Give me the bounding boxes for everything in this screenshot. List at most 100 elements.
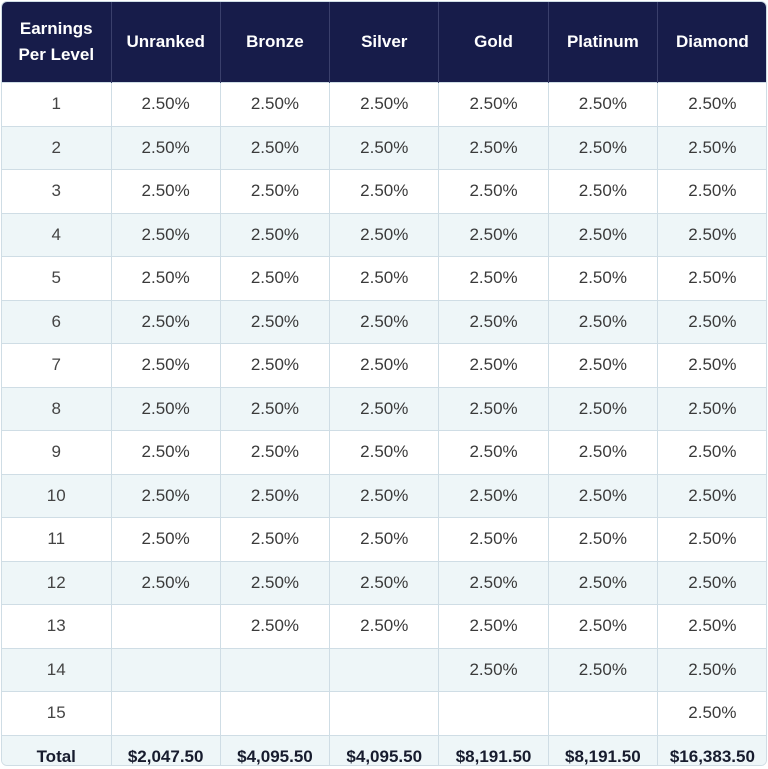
header-row: Earnings Per Level Unranked Bronze Silve…	[2, 2, 766, 83]
unranked-rate-cell: 2.50%	[111, 386, 221, 431]
header-gold: Gold	[438, 2, 549, 83]
bronze-rate-cell: 2.50%	[220, 560, 331, 605]
diamond-rate-cell: 2.50%	[657, 82, 766, 126]
unranked-rate-cell: 2.50%	[111, 517, 221, 561]
silver-rate-cell: 2.50%	[329, 604, 440, 648]
unranked-rate-cell	[111, 691, 221, 735]
table-row: 5 2.50% 2.50% 2.50% 2.50% 2.50% 2.50%	[2, 256, 766, 300]
platinum-rate-cell: 2.50%	[548, 560, 658, 605]
bronze-rate-cell: 2.50%	[220, 473, 331, 518]
table-row: 4 2.50% 2.50% 2.50% 2.50% 2.50% 2.50%	[2, 212, 766, 257]
diamond-rate-cell: 2.50%	[657, 517, 766, 561]
silver-rate-cell: 2.50%	[329, 343, 440, 387]
table-row: 6 2.50% 2.50% 2.50% 2.50% 2.50% 2.50%	[2, 299, 766, 344]
table-row: 11 2.50% 2.50% 2.50% 2.50% 2.50% 2.50%	[2, 517, 766, 561]
bronze-rate-cell: 2.50%	[220, 430, 331, 474]
unranked-rate-cell: 2.50%	[111, 212, 221, 257]
silver-rate-cell: 2.50%	[329, 386, 440, 431]
total-gold: $8,191.50	[438, 734, 549, 765]
header-earnings-per-level: Earnings Per Level	[2, 2, 112, 83]
bronze-rate-cell: 2.50%	[220, 517, 331, 561]
diamond-rate-cell: 2.50%	[657, 256, 766, 300]
gold-rate-cell	[438, 691, 549, 735]
silver-rate-cell: 2.50%	[329, 560, 440, 605]
level-cell: 14	[2, 647, 112, 692]
silver-rate-cell: 2.50%	[329, 169, 440, 213]
total-row: Total $2,047.50 $4,095.50 $4,095.50 $8,1…	[2, 734, 766, 765]
level-cell: 1	[2, 82, 112, 126]
header-platinum: Platinum	[548, 2, 658, 83]
diamond-rate-cell: 2.50%	[657, 386, 766, 431]
platinum-rate-cell: 2.50%	[548, 517, 658, 561]
gold-rate-cell: 2.50%	[438, 604, 549, 648]
unranked-rate-cell: 2.50%	[111, 430, 221, 474]
gold-rate-cell: 2.50%	[438, 560, 549, 605]
silver-rate-cell: 2.50%	[329, 212, 440, 257]
level-cell: 4	[2, 212, 112, 257]
bronze-rate-cell: 2.50%	[220, 604, 331, 648]
silver-rate-cell: 2.50%	[329, 82, 440, 126]
total-unranked: $2,047.50	[111, 734, 221, 765]
diamond-rate-cell: 2.50%	[657, 691, 766, 735]
table-row: 9 2.50% 2.50% 2.50% 2.50% 2.50% 2.50%	[2, 430, 766, 474]
gold-rate-cell: 2.50%	[438, 343, 549, 387]
header-bronze: Bronze	[220, 2, 331, 83]
unranked-rate-cell: 2.50%	[111, 299, 221, 344]
silver-rate-cell: 2.50%	[329, 430, 440, 474]
diamond-rate-cell: 2.50%	[657, 299, 766, 344]
platinum-rate-cell: 2.50%	[548, 473, 658, 518]
diamond-rate-cell: 2.50%	[657, 212, 766, 257]
platinum-rate-cell: 2.50%	[548, 647, 658, 692]
gold-rate-cell: 2.50%	[438, 169, 549, 213]
level-cell: 2	[2, 125, 112, 170]
table-row: 3 2.50% 2.50% 2.50% 2.50% 2.50% 2.50%	[2, 169, 766, 213]
diamond-rate-cell: 2.50%	[657, 604, 766, 648]
table-row: 14 2.50% 2.50% 2.50%	[2, 647, 766, 692]
total-silver: $4,095.50	[329, 734, 440, 765]
platinum-rate-cell: 2.50%	[548, 299, 658, 344]
bronze-rate-cell: 2.50%	[220, 256, 331, 300]
bronze-rate-cell: 2.50%	[220, 386, 331, 431]
platinum-rate-cell: 2.50%	[548, 125, 658, 170]
platinum-rate-cell: 2.50%	[548, 604, 658, 648]
unranked-rate-cell	[111, 647, 221, 692]
gold-rate-cell: 2.50%	[438, 473, 549, 518]
platinum-rate-cell: 2.50%	[548, 430, 658, 474]
table-row: 8 2.50% 2.50% 2.50% 2.50% 2.50% 2.50%	[2, 386, 766, 431]
gold-rate-cell: 2.50%	[438, 430, 549, 474]
bronze-rate-cell: 2.50%	[220, 343, 331, 387]
table-row: 7 2.50% 2.50% 2.50% 2.50% 2.50% 2.50%	[2, 343, 766, 387]
unranked-rate-cell: 2.50%	[111, 125, 221, 170]
gold-rate-cell: 2.50%	[438, 517, 549, 561]
unranked-rate-cell: 2.50%	[111, 560, 221, 605]
total-platinum: $8,191.50	[548, 734, 658, 765]
header-line-1: Earnings	[19, 19, 93, 38]
bronze-rate-cell	[220, 647, 331, 692]
table-row: 15 2.50%	[2, 691, 766, 735]
gold-rate-cell: 2.50%	[438, 647, 549, 692]
unranked-rate-cell: 2.50%	[111, 473, 221, 518]
level-cell: 8	[2, 386, 112, 431]
silver-rate-cell	[329, 691, 440, 735]
unranked-rate-cell	[111, 604, 221, 648]
silver-rate-cell: 2.50%	[329, 299, 440, 344]
level-cell: 3	[2, 169, 112, 213]
bronze-rate-cell: 2.50%	[220, 212, 331, 257]
silver-rate-cell	[329, 647, 440, 692]
level-cell: 11	[2, 517, 112, 561]
bronze-rate-cell	[220, 691, 331, 735]
header-diamond: Diamond	[657, 2, 766, 83]
silver-rate-cell: 2.50%	[329, 473, 440, 518]
diamond-rate-cell: 2.50%	[657, 647, 766, 692]
unranked-rate-cell: 2.50%	[111, 169, 221, 213]
table-body: 1 2.50% 2.50% 2.50% 2.50% 2.50% 2.50% 2 2.50% 2.5…	[2, 82, 766, 765]
unranked-rate-cell: 2.50%	[111, 256, 221, 300]
diamond-rate-cell: 2.50%	[657, 343, 766, 387]
total-label: Total	[2, 734, 112, 765]
level-cell: 7	[2, 343, 112, 387]
bronze-rate-cell: 2.50%	[220, 169, 331, 213]
platinum-rate-cell: 2.50%	[548, 343, 658, 387]
diamond-rate-cell: 2.50%	[657, 430, 766, 474]
